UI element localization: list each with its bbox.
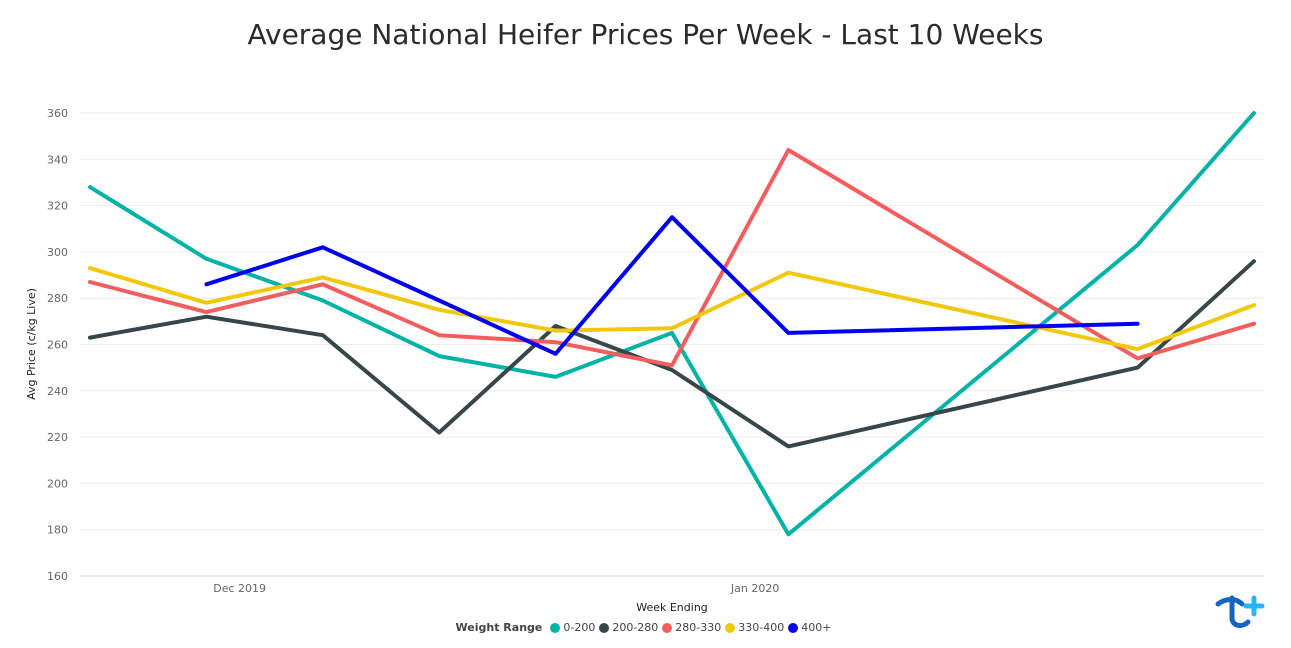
legend-label: 0-200 <box>563 621 596 634</box>
y-tick-label: 280 <box>47 292 68 305</box>
legend-item-330-400[interactable]: 330-400 <box>725 621 784 634</box>
legend-item-0-200[interactable]: 0-200 <box>550 621 595 634</box>
y-tick-label: 180 <box>47 524 68 537</box>
legend-title: Weight Range <box>455 621 543 634</box>
x-tick-label: Jan 2020 <box>730 582 779 595</box>
y-tick-label: 320 <box>47 200 68 213</box>
y-tick-label: 360 <box>47 107 68 120</box>
x-axis-ticks: Dec 2019 Jan 2020 <box>213 582 779 595</box>
legend-label: 200-280 <box>612 621 659 634</box>
legend-label: 400+ <box>801 621 832 634</box>
legend-items: 0-200 200-280 280-330 330-400 400+ <box>550 621 835 634</box>
series-line-280-330[interactable] <box>88 148 1256 368</box>
brand-logo <box>1215 595 1265 628</box>
y-tick-label: 220 <box>47 431 68 444</box>
legend: Weight Range 0-200 200-280 280-330 330-400 4… <box>0 621 1291 634</box>
chart-title: Average National Heifer Prices Per Week … <box>247 18 1044 51</box>
legend-label: 330-400 <box>738 621 785 634</box>
y-axis-ticks: 160 180 200 220 240 260 280 300 320 340 360 <box>47 107 68 583</box>
legend-label: 280-330 <box>675 621 722 634</box>
legend-dot-icon <box>599 622 610 633</box>
y-tick-label: 240 <box>47 385 68 398</box>
y-tick-label: 340 <box>47 153 68 166</box>
legend-dot-icon <box>662 622 673 633</box>
series-lines <box>88 111 1256 537</box>
x-tick-label: Dec 2019 <box>213 582 266 595</box>
y-tick-label: 300 <box>47 246 68 259</box>
grid-lines <box>80 112 1264 577</box>
y-tick-label: 200 <box>47 477 68 490</box>
legend-dot-icon <box>788 622 799 633</box>
y-axis-title: Avg Price (c/kg Live) <box>25 288 38 400</box>
legend-item-200-280[interactable]: 200-280 <box>599 621 658 634</box>
legend-dot-icon <box>725 622 736 633</box>
legend-dot-icon <box>550 622 561 633</box>
series-line-330-400[interactable] <box>88 266 1256 352</box>
y-tick-label: 260 <box>47 339 68 352</box>
series-line-400+[interactable] <box>204 215 1140 356</box>
series-line-200-280[interactable] <box>88 259 1256 449</box>
x-axis-title: Week Ending <box>636 601 708 614</box>
legend-item-400+[interactable]: 400+ <box>788 621 831 634</box>
y-tick-label: 160 <box>47 570 68 583</box>
legend-item-280-330[interactable]: 280-330 <box>662 621 721 634</box>
